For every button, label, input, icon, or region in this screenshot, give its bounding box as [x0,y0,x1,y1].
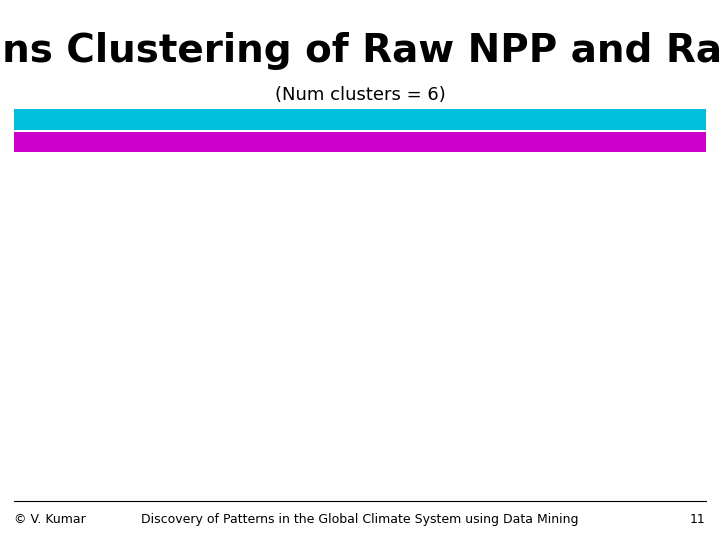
Bar [14,109,706,130]
Text: K-Means Clustering of Raw NPP and Raw SST: K-Means Clustering of Raw NPP and Raw SS… [0,32,720,70]
Bar [14,132,706,152]
Text: Discovery of Patterns in the Global Climate System using Data Mining: Discovery of Patterns in the Global Clim… [141,513,579,526]
Text: 11: 11 [690,513,706,526]
Text: © V. Kumar: © V. Kumar [14,513,86,526]
Text: (Num clusters = 6): (Num clusters = 6) [274,85,446,104]
